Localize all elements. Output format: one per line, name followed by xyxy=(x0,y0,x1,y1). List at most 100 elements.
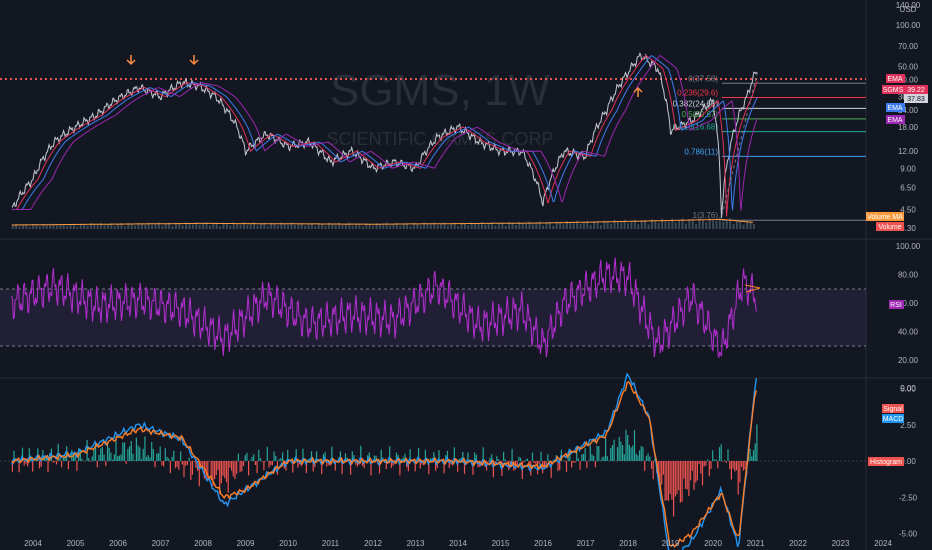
histogram-bar xyxy=(88,458,90,461)
histogram-tag[interactable]: Histogram xyxy=(868,457,904,466)
histogram-bar xyxy=(735,461,738,471)
histogram-bar xyxy=(74,456,76,461)
volume-bar xyxy=(72,223,75,229)
histogram-bar xyxy=(594,461,596,468)
ema-tag[interactable]: EMA xyxy=(886,103,905,112)
histogram-bar xyxy=(462,451,464,461)
symbol-tag[interactable]: SGMS 39.22 xyxy=(882,85,928,94)
volume-bar xyxy=(321,223,324,229)
histogram-bar xyxy=(229,461,231,468)
histogram-bar xyxy=(208,461,211,462)
volume-bar xyxy=(266,226,269,229)
volume-bar xyxy=(338,222,341,229)
rsi-tag[interactable]: RSI xyxy=(889,300,904,309)
macd-tag[interactable]: MACD xyxy=(882,414,904,423)
price-tick-label: 24.00 xyxy=(898,106,919,115)
histogram-bar xyxy=(367,455,369,461)
volume-bar xyxy=(684,223,687,229)
volume-ma-tag[interactable]: Volume MA xyxy=(866,212,904,221)
histogram-bar xyxy=(292,461,294,473)
histogram-bar xyxy=(695,461,697,483)
histogram-bar xyxy=(518,456,520,461)
signal-tag[interactable]: Signal xyxy=(882,404,904,413)
histogram-bar xyxy=(25,461,27,464)
volume-bar xyxy=(722,221,725,229)
last-price-tag[interactable]: 37.83 xyxy=(904,94,928,103)
time-axis[interactable]: 2004 2005 2006 2007 2008 2009 2010 2011 2012 2013… xyxy=(24,539,892,548)
histogram-bar xyxy=(496,456,498,461)
currency-label: USD xyxy=(900,5,917,14)
volume-bar xyxy=(742,224,745,229)
rsi-axis[interactable]: 100.00 80.00 60.00 40.00 20.00 xyxy=(896,242,921,365)
histogram-bar xyxy=(224,461,226,479)
trend-dashed-line[interactable] xyxy=(721,69,759,216)
volume-bar xyxy=(729,218,732,229)
histogram-bar xyxy=(404,453,406,461)
volume-bar xyxy=(487,223,490,229)
fib-retracement[interactable]: 0(37.58) 0.236(29.6) 0.382(24.66) 0.5(20.67… xyxy=(673,74,866,221)
histogram-bar xyxy=(166,456,168,461)
volume-bar xyxy=(504,225,507,229)
histogram-bar xyxy=(200,461,202,466)
volume-tag[interactable]: Volume xyxy=(876,222,904,231)
arrow-down-icon[interactable] xyxy=(189,55,199,66)
histogram-bar xyxy=(429,458,432,461)
histogram-bar xyxy=(322,454,324,461)
arrow-up-icon[interactable] xyxy=(633,86,643,97)
volume-bar xyxy=(463,223,466,229)
macd-axis[interactable]: 0.005.002.500.00-2.50-5.00-7.50 xyxy=(899,384,918,550)
histogram-bar xyxy=(751,456,753,461)
price-series-line xyxy=(11,52,758,218)
histogram-bar xyxy=(96,461,98,468)
histogram-bar xyxy=(261,461,263,462)
histogram-bar xyxy=(678,461,680,491)
volume-bar xyxy=(35,224,38,229)
volume-bar xyxy=(208,225,211,229)
volume-bar xyxy=(542,225,545,229)
fib-level-label: 0.5(20.67) xyxy=(682,110,719,119)
price-tick-label: 9.00 xyxy=(900,164,916,173)
volume-bar xyxy=(715,220,718,229)
histogram-bar xyxy=(540,451,542,461)
histogram-bar xyxy=(135,437,137,461)
volume-bar xyxy=(535,223,538,229)
price-tick-label: 50.00 xyxy=(898,62,919,71)
volume-bar xyxy=(559,222,562,229)
svg-text:MACD: MACD xyxy=(883,416,904,423)
histogram-bar xyxy=(106,442,109,461)
volume-bar xyxy=(293,224,296,229)
ema-tag[interactable]: EMA xyxy=(886,74,905,83)
histogram-bar xyxy=(605,438,607,461)
price-tick-label: 140.00 xyxy=(896,1,921,10)
histogram-bar xyxy=(215,461,217,476)
volume-bar xyxy=(701,219,704,229)
histogram-bar xyxy=(644,461,646,471)
histogram-bar xyxy=(489,457,491,461)
histogram-bar xyxy=(253,454,255,461)
volume-bar xyxy=(324,225,327,229)
volume-bar xyxy=(613,219,616,229)
price-tick-label: 18.00 xyxy=(898,123,919,132)
volume-bar xyxy=(440,223,443,229)
histogram-bar xyxy=(690,461,692,481)
histogram-bar xyxy=(535,461,537,467)
volume-bar xyxy=(691,218,694,229)
volume-bar xyxy=(127,223,130,229)
rsi-divergence-marker[interactable] xyxy=(744,284,761,293)
volume-bar xyxy=(198,224,201,229)
macd-tick-label: 5.00 xyxy=(900,385,916,394)
volume-bar xyxy=(280,222,283,229)
volume-bar xyxy=(215,222,218,229)
histogram-bar xyxy=(611,445,613,461)
volume-bar xyxy=(140,224,143,229)
histogram-bar xyxy=(448,461,450,468)
histogram-bar xyxy=(686,461,688,490)
histogram-bar xyxy=(164,448,166,461)
volume-bar xyxy=(746,220,749,229)
ema-tag[interactable]: EMA xyxy=(886,115,905,124)
arrow-down-icon[interactable] xyxy=(126,55,136,66)
histogram-bar xyxy=(254,461,256,465)
histogram-bar xyxy=(234,461,236,480)
histogram-bar xyxy=(516,461,518,466)
